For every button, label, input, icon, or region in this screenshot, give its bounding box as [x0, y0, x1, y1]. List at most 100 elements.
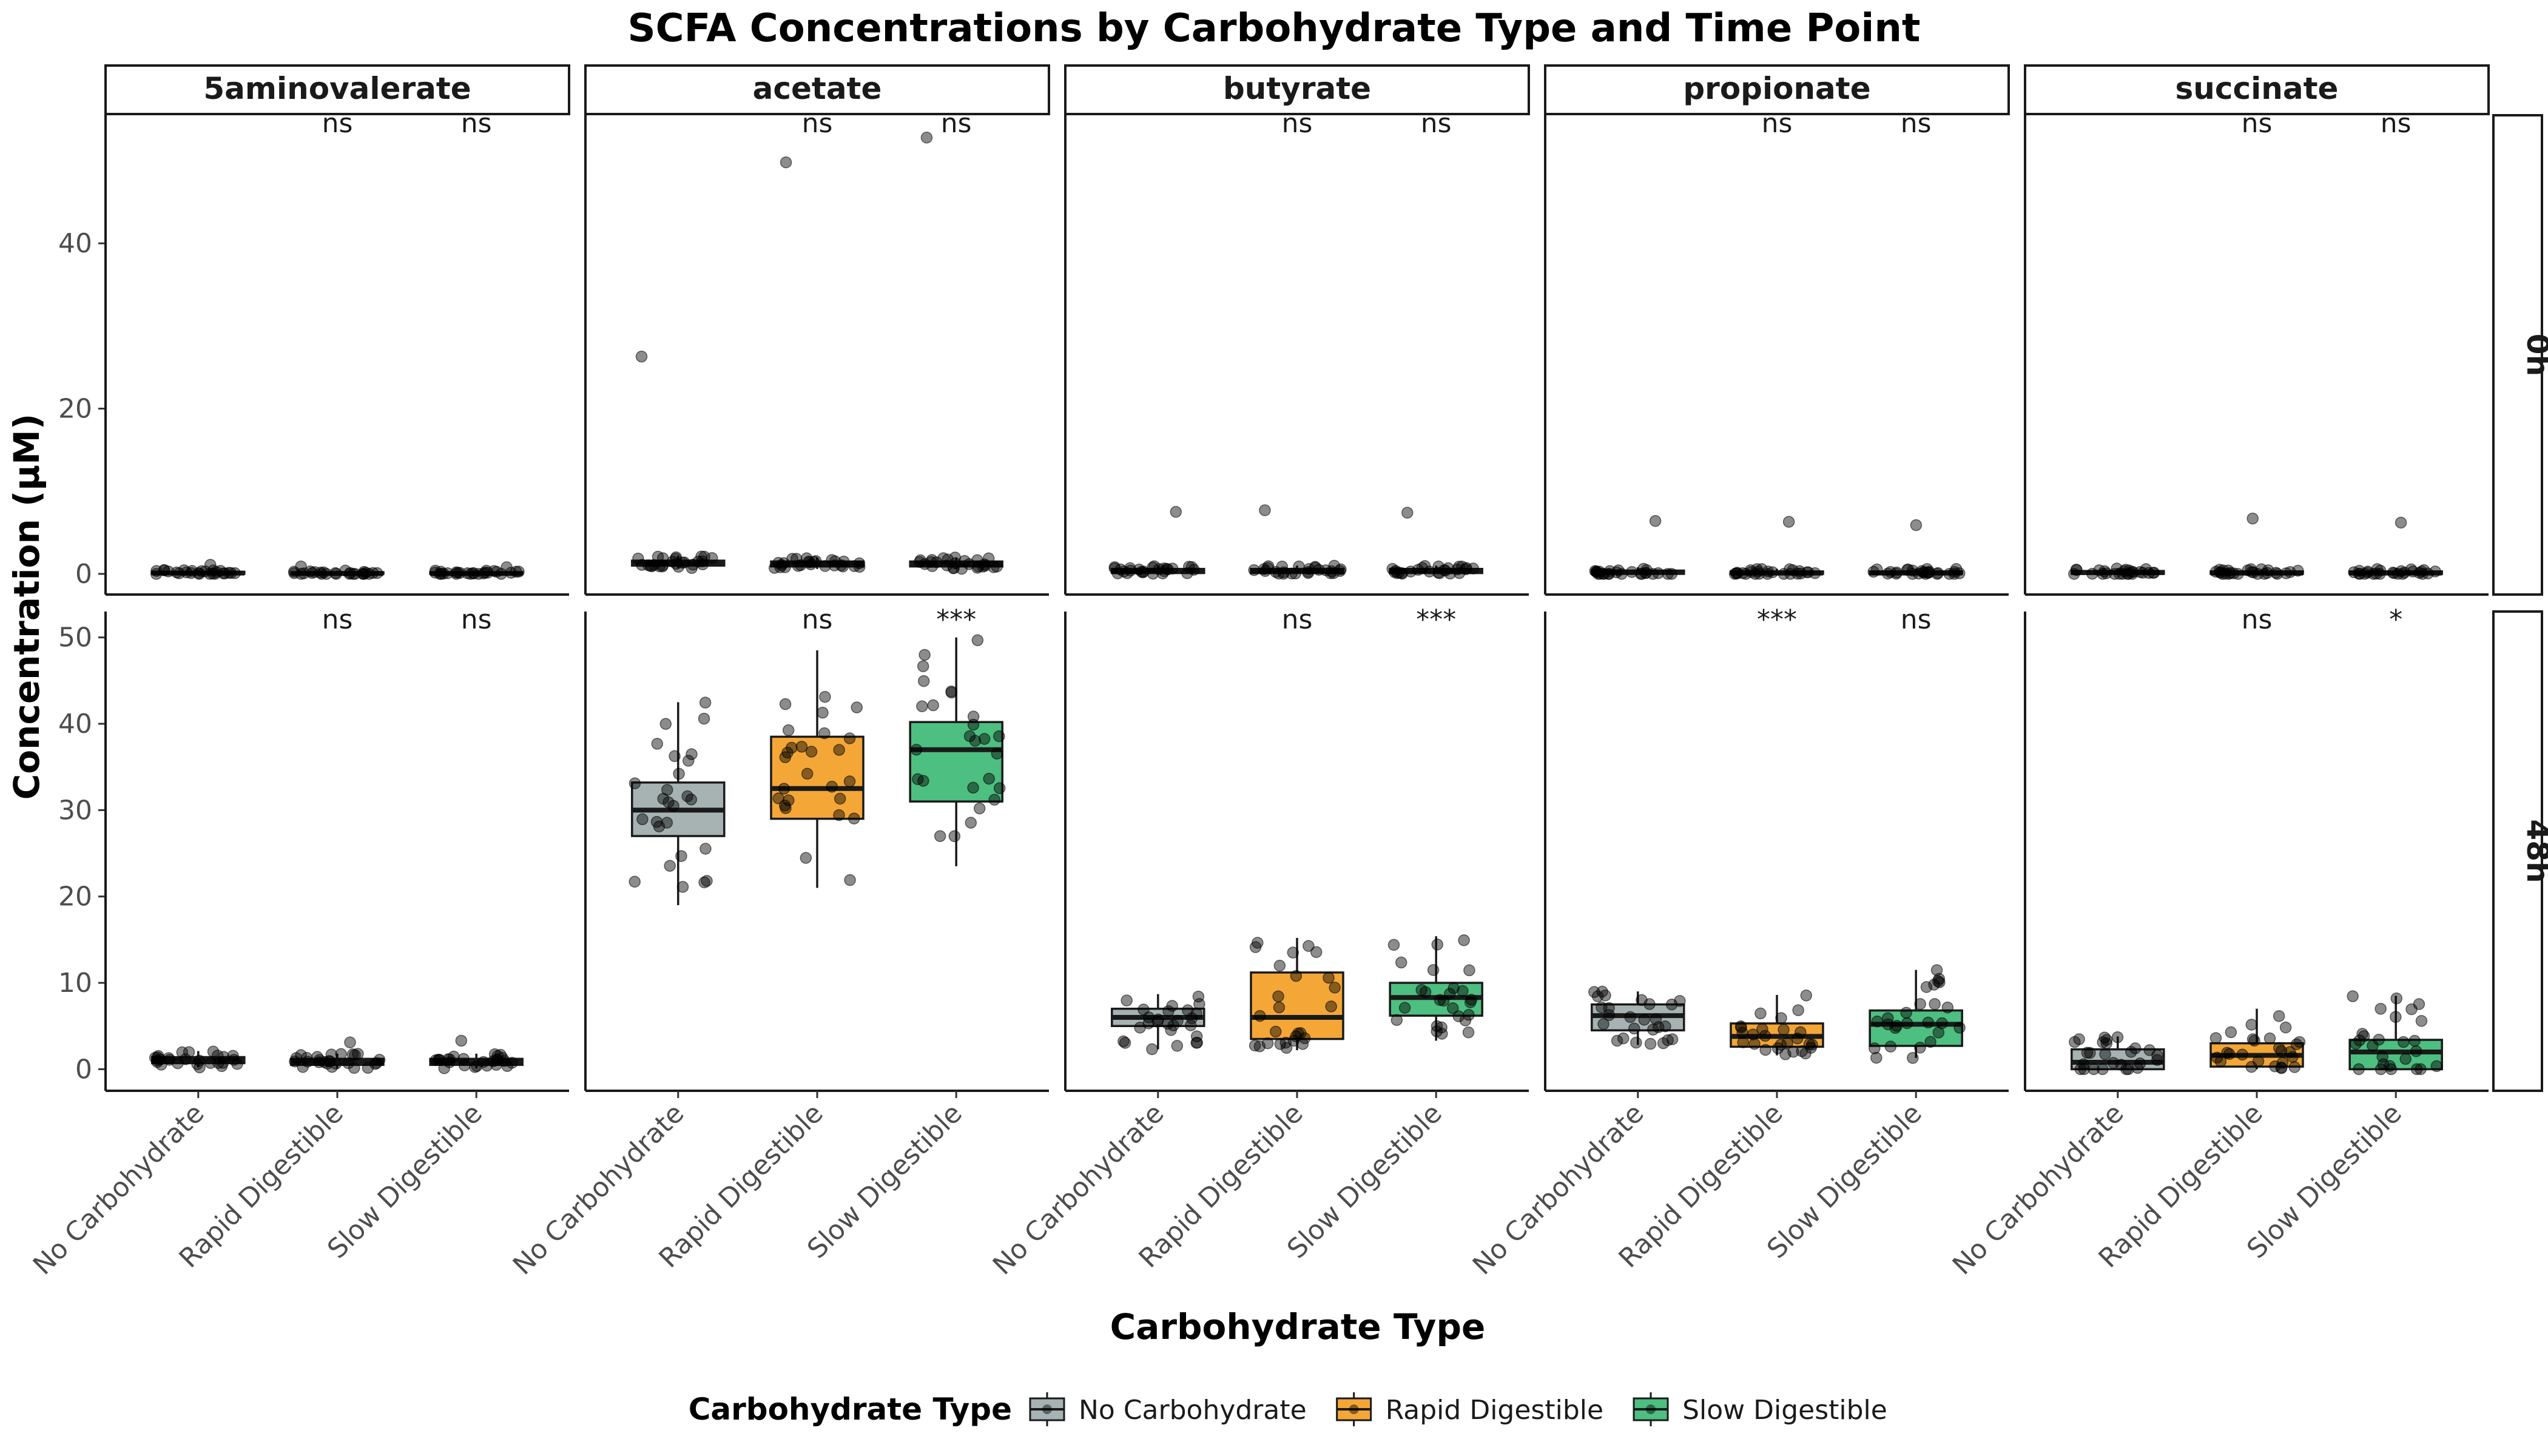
- data-point: [1166, 562, 1179, 575]
- data-point: [207, 1045, 220, 1058]
- legend-key-point: [1646, 1404, 1656, 1414]
- data-point: [1442, 562, 1454, 575]
- significance-label: ns: [322, 604, 353, 635]
- data-point: [1152, 1013, 1164, 1026]
- data-point: [685, 794, 698, 806]
- data-point: [2122, 1063, 2134, 1076]
- data-point: [669, 750, 681, 763]
- data-point: [833, 809, 845, 821]
- data-point: [1463, 1009, 1475, 1021]
- data-point: [937, 552, 949, 564]
- data-point: [2081, 1046, 2094, 1059]
- data-point: [193, 1054, 206, 1067]
- data-point: [1771, 1042, 1784, 1054]
- data-point: [651, 738, 664, 750]
- outlier-point: [780, 156, 792, 169]
- data-point: [629, 875, 641, 888]
- data-point: [779, 751, 792, 763]
- data-point: [1171, 1014, 1184, 1027]
- x-tick-label: Slow Digestible: [1761, 1098, 1928, 1265]
- outlier-point: [2246, 512, 2259, 525]
- box-slow-digestible: [909, 132, 1003, 575]
- data-point: [819, 690, 831, 703]
- y-tick-label: 0: [75, 559, 92, 590]
- data-point: [2069, 1036, 2081, 1048]
- box-no-carbohydrate: [149, 1045, 246, 1074]
- data-point: [2120, 564, 2132, 576]
- data-point: [1462, 1026, 1475, 1039]
- significance-label: ns: [1282, 604, 1313, 635]
- data-point: [1418, 560, 1431, 572]
- data-point: [916, 700, 928, 712]
- data-point: [1930, 964, 1943, 976]
- data-point: [947, 562, 960, 575]
- box-slow-digestible: [429, 1034, 524, 1074]
- data-point: [1162, 563, 1174, 576]
- data-point: [298, 567, 310, 579]
- facet-panels: 5aminovalerate acetate butyrate propionate s…: [27, 64, 2548, 1281]
- box-rapid-digestible: [1249, 937, 1344, 1054]
- data-point: [1803, 1038, 1816, 1050]
- chart-title: SCFA Concentrations by Carbohydrate Type…: [628, 6, 1921, 51]
- data-point: [1431, 939, 1444, 951]
- data-point: [642, 559, 655, 571]
- data-point: [1119, 1037, 1131, 1049]
- data-point: [664, 860, 676, 872]
- data-point: [1730, 567, 1743, 580]
- box-rapid-digestible: [1248, 504, 1347, 580]
- data-point: [636, 813, 649, 826]
- data-point: [1398, 1002, 1411, 1014]
- data-point: [1302, 567, 1315, 579]
- data-point: [1603, 1002, 1615, 1014]
- data-point: [817, 706, 829, 719]
- panel-succinate-0h: ns ns: [2024, 108, 2489, 596]
- data-point: [1452, 1010, 1465, 1022]
- data-point: [2348, 566, 2360, 578]
- data-point: [2387, 567, 2399, 579]
- data-point: [1767, 566, 1779, 579]
- data-point: [329, 567, 342, 579]
- data-point: [2290, 1038, 2303, 1051]
- data-point: [775, 559, 787, 571]
- data-point: [1737, 1036, 1749, 1048]
- data-point: [1659, 1020, 1671, 1033]
- data-point: [2107, 1057, 2120, 1069]
- data-point: [1280, 1042, 1293, 1054]
- data-point: [1193, 998, 1205, 1010]
- data-point: [2405, 1003, 2418, 1016]
- data-point: [1273, 1001, 1286, 1014]
- data-point: [835, 559, 848, 571]
- legend-item-no-carbohydrate: No Carbohydrate: [1029, 1392, 1307, 1426]
- data-point: [2373, 1033, 2385, 1046]
- outlier-point: [1910, 519, 1923, 531]
- significance-label: ns: [1421, 108, 1452, 139]
- data-point: [1434, 994, 1446, 1006]
- data-point: [983, 772, 995, 785]
- data-point: [2086, 568, 2098, 580]
- data-point: [1287, 1034, 1300, 1047]
- data-point: [917, 675, 930, 687]
- data-point: [313, 1056, 325, 1068]
- data-point: [659, 718, 672, 730]
- data-point: [927, 699, 939, 712]
- data-point: [2415, 1063, 2427, 1076]
- data-point: [2078, 1063, 2091, 1076]
- data-point: [2429, 565, 2441, 578]
- box-slow-digestible: [1387, 934, 1483, 1041]
- data-point: [2374, 1003, 2387, 1015]
- data-point: [1191, 1037, 1204, 1049]
- data-point: [1108, 561, 1121, 573]
- data-point: [948, 830, 961, 843]
- data-point: [2147, 567, 2159, 579]
- facet-strip-propionate: [1544, 64, 2010, 115]
- box-iqr: [1869, 1009, 1963, 1047]
- significance-label: ns: [2242, 108, 2273, 139]
- data-point: [1597, 568, 1609, 580]
- data-point: [1644, 1037, 1657, 1050]
- facet-strip-butyrate: [1064, 64, 1530, 115]
- y-tick-label: 40: [58, 228, 92, 259]
- data-point: [1387, 939, 1400, 951]
- data-point: [434, 568, 447, 580]
- box-slow-digestible: [2348, 516, 2443, 580]
